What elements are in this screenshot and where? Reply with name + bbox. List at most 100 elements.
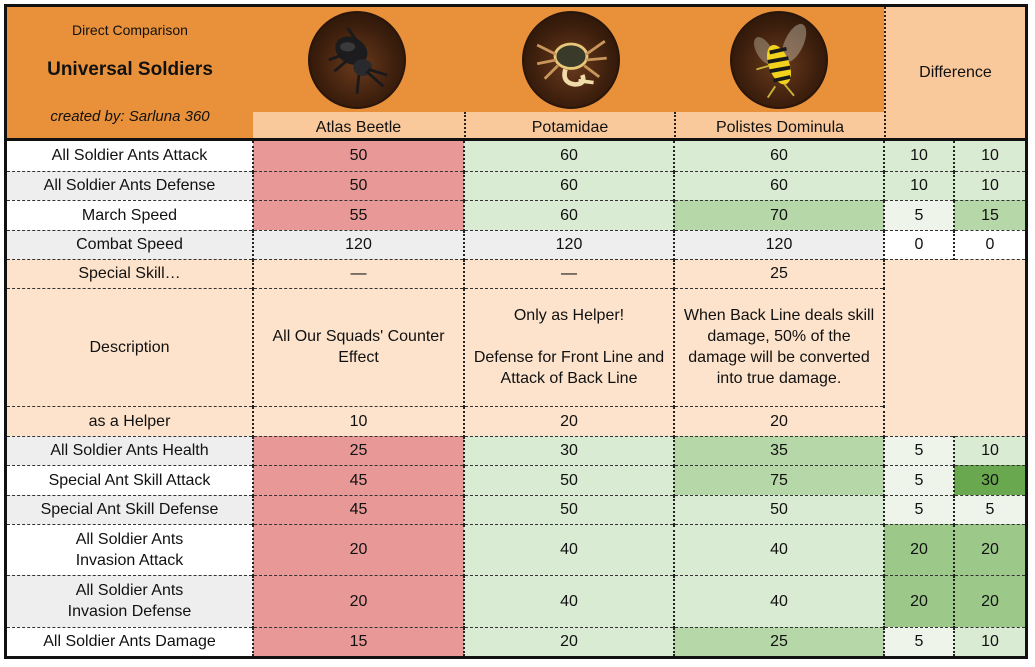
value-cell: 75 [673,465,884,496]
value-cell: 25 [673,259,884,289]
value-cell: — [463,259,674,289]
value-cell: 40 [673,524,884,576]
diff-cell: 10 [953,436,1025,466]
value-cell: 40 [673,575,884,628]
row-label: March Speed [7,200,253,231]
value-cell: 60 [463,171,674,201]
value-cell: 20 [463,406,674,437]
row-label: Description [7,288,253,407]
value-cell: 50 [252,171,464,201]
header-banner: Direct Comparison Universal Soldiers cre… [7,7,1025,141]
value-cell: 30 [463,436,674,466]
value-cell: 45 [252,495,464,525]
value-cell: 50 [463,495,674,525]
row-label: Combat Speed [7,230,253,260]
value-cell: 70 [673,200,884,231]
row-label: Special Ant Skill Defense [7,495,253,525]
row-label: All Soldier Ants Invasion Defense [7,575,253,628]
row-label: All Soldier Ants Damage [7,627,253,656]
comparison-table-frame: Direct Comparison Universal Soldiers cre… [4,4,1028,659]
table-row: All Soldier Ants Invasion Defense 20 40 … [7,575,1025,628]
value-cell: 55 [252,200,464,231]
description-cell: When Back Line deals skill damage, 50% o… [673,288,884,407]
table-row: Special Skill… — — 25 [7,259,1025,437]
diff-cell: 30 [953,465,1025,496]
table-row: March Speed 55 60 70 5 15 [7,200,1025,231]
value-cell: 45 [252,465,464,496]
value-cell: 20 [252,575,464,628]
value-cell: 60 [463,200,674,231]
beetle-icon [308,11,406,109]
diff-cell: 10 [883,171,954,201]
diff-cell: 5 [883,465,954,496]
diff-cell: 5 [953,495,1025,525]
unit-column-polistes-dominula: Polistes Dominula [674,7,884,141]
value-cell: 10 [252,406,464,437]
diff-cell: 0 [953,230,1025,260]
row-label: Special Skill… [7,259,253,289]
value-cell: 25 [252,436,464,466]
row-label: All Soldier Ants Defense [7,171,253,201]
unit-name-polistes-dominula: Polistes Dominula [674,112,884,141]
row-label: as a Helper [7,406,253,437]
diff-cell: 20 [953,524,1025,576]
row-label: Special Ant Skill Attack [7,465,253,496]
value-cell: 120 [673,230,884,260]
title-block: Direct Comparison Universal Soldiers cre… [7,7,253,141]
value-cell: 15 [252,627,464,656]
value-cell: 50 [252,141,464,172]
table-row: All Soldier Ants Defense 50 60 60 10 10 [7,171,1025,201]
value-cell: 20 [673,406,884,437]
unit-column-potamidae: Potamidae [464,7,674,141]
unit-name-atlas-beetle: Atlas Beetle [253,112,464,141]
table-row: All Soldier Ants Invasion Attack 20 40 4… [7,524,1025,576]
crab-icon [522,11,620,109]
value-cell: 120 [252,230,464,260]
table-row: Description All Our Squads' Counter Effe… [7,288,1025,407]
description-cell: All Our Squads' Counter Effect [252,288,464,407]
diff-cell: 5 [883,200,954,231]
table-row: Special Ant Skill Defense 45 50 50 5 5 [7,495,1025,525]
difference-header: Difference [884,7,1025,141]
value-cell: 120 [463,230,674,260]
value-cell: 60 [673,171,884,201]
page-title: Universal Soldiers [47,59,213,80]
value-cell: 60 [463,141,674,172]
value-cell: 35 [673,436,884,466]
row-label: All Soldier Ants Invasion Attack [7,524,253,576]
wasp-icon [730,11,828,109]
value-cell: 50 [463,465,674,496]
header-divider [7,138,1025,141]
table-row: Combat Speed 120 120 120 0 0 [7,230,1025,260]
credit-text: created by: Sarluna 360 [50,108,210,125]
table-row: as a Helper 10 20 20 [7,406,1025,437]
diff-cell: 20 [883,524,954,576]
row-label: All Soldier Ants Health [7,436,253,466]
row-label: All Soldier Ants Attack [7,141,253,172]
diff-cell: 5 [883,436,954,466]
table-row: All Soldier Ants Health 25 30 35 5 10 [7,436,1025,466]
unit-column-atlas-beetle: Atlas Beetle [253,7,464,141]
diff-empty-cell [883,259,1025,437]
value-cell: 40 [463,524,674,576]
diff-cell: 0 [883,230,954,260]
table-row: Special Ant Skill Attack 45 50 75 5 30 [7,465,1025,496]
diff-cell: 10 [953,171,1025,201]
table-row: All Soldier Ants Damage 15 20 25 5 10 [7,627,1025,656]
value-cell: 60 [673,141,884,172]
value-cell: 20 [252,524,464,576]
diff-cell: 15 [953,200,1025,231]
subtitle: Direct Comparison [72,22,188,38]
diff-cell: 5 [883,495,954,525]
table-row: All Soldier Ants Attack 50 60 60 10 10 [7,141,1025,172]
diff-cell: 20 [953,575,1025,628]
diff-cell: 10 [953,627,1025,656]
value-cell: 40 [463,575,674,628]
value-cell: — [252,259,464,289]
stats-table: All Soldier Ants Attack 50 60 60 10 10 A… [7,141,1025,656]
diff-cell: 10 [883,141,954,172]
value-cell: 50 [673,495,884,525]
diff-cell: 5 [883,627,954,656]
unit-name-potamidae: Potamidae [464,112,674,141]
diff-cell: 10 [953,141,1025,172]
